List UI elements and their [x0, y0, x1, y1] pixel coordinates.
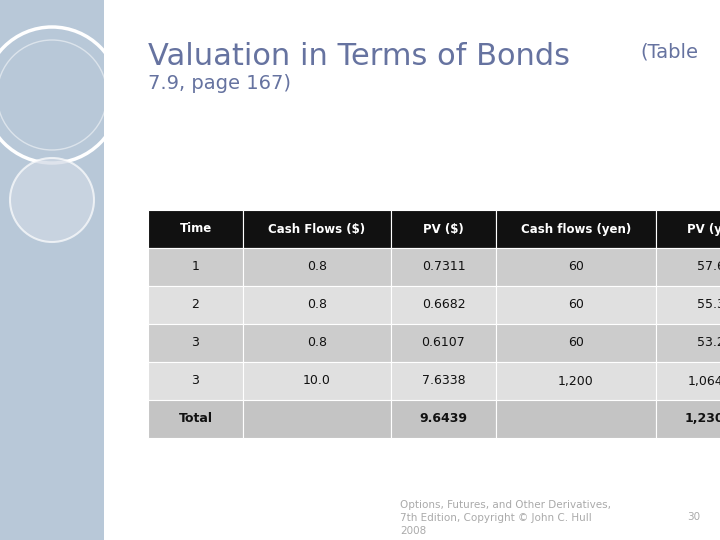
Text: 0.8: 0.8 [307, 336, 327, 349]
Bar [243, 400, 391, 438]
Text: PV ($): PV ($) [423, 222, 464, 235]
Bar [0, 0, 104, 540]
Bar [391, 400, 496, 438]
Bar [496, 400, 656, 438]
Text: 9.6439: 9.6439 [420, 413, 467, 426]
Text: 1,200: 1,200 [558, 375, 594, 388]
Text: Time: Time [179, 222, 212, 235]
Bar [496, 286, 656, 324]
Text: Cash flows (yen): Cash flows (yen) [521, 222, 631, 235]
Bar [656, 324, 720, 362]
Text: 3: 3 [192, 375, 199, 388]
Text: 0.6682: 0.6682 [422, 299, 465, 312]
Bar [656, 400, 720, 438]
Text: 7.9, page 167): 7.9, page 167) [148, 74, 291, 93]
Bar [243, 248, 391, 286]
Bar [391, 248, 496, 286]
Text: 1,230.55: 1,230.55 [684, 413, 720, 426]
Text: Valuation in Terms of Bonds: Valuation in Terms of Bonds [148, 42, 570, 71]
Text: 0.6107: 0.6107 [422, 336, 465, 349]
Bar [496, 248, 656, 286]
Text: 10.0: 10.0 [303, 375, 331, 388]
Text: 1: 1 [192, 260, 199, 273]
Bar [148, 324, 243, 362]
Bar [148, 362, 243, 400]
Text: 7.6338: 7.6338 [422, 375, 465, 388]
Text: 53.22: 53.22 [697, 336, 720, 349]
Bar [243, 362, 391, 400]
Text: (Table: (Table [640, 42, 698, 61]
Text: 1,064.30: 1,064.30 [688, 375, 720, 388]
Bar [496, 324, 656, 362]
Text: 0.7311: 0.7311 [422, 260, 465, 273]
Text: 60: 60 [568, 336, 584, 349]
Bar [391, 362, 496, 400]
Bar [243, 286, 391, 324]
Text: 55.39: 55.39 [697, 299, 720, 312]
Bar [656, 286, 720, 324]
Text: Options, Futures, and Other Derivatives,
7th Edition, Copyright © John C. Hull
2: Options, Futures, and Other Derivatives,… [400, 500, 611, 536]
Text: 0.8: 0.8 [307, 299, 327, 312]
Text: 3: 3 [192, 336, 199, 349]
Text: PV (yen): PV (yen) [687, 222, 720, 235]
Bar [243, 210, 391, 248]
Text: 57.65: 57.65 [697, 260, 720, 273]
Text: 0.8: 0.8 [307, 260, 327, 273]
Text: 2: 2 [192, 299, 199, 312]
Bar [656, 362, 720, 400]
Text: Cash Flows ($): Cash Flows ($) [269, 222, 366, 235]
Bar [148, 286, 243, 324]
Bar [391, 324, 496, 362]
Bar [496, 362, 656, 400]
Bar [243, 324, 391, 362]
Bar [656, 210, 720, 248]
Bar [148, 248, 243, 286]
Text: 60: 60 [568, 260, 584, 273]
Text: 60: 60 [568, 299, 584, 312]
Bar [148, 210, 243, 248]
Bar [148, 400, 243, 438]
Bar [391, 286, 496, 324]
Bar [391, 210, 496, 248]
Text: Total: Total [179, 413, 212, 426]
Bar [496, 210, 656, 248]
Circle shape [10, 158, 94, 242]
Bar [656, 248, 720, 286]
Text: 30: 30 [687, 512, 700, 522]
